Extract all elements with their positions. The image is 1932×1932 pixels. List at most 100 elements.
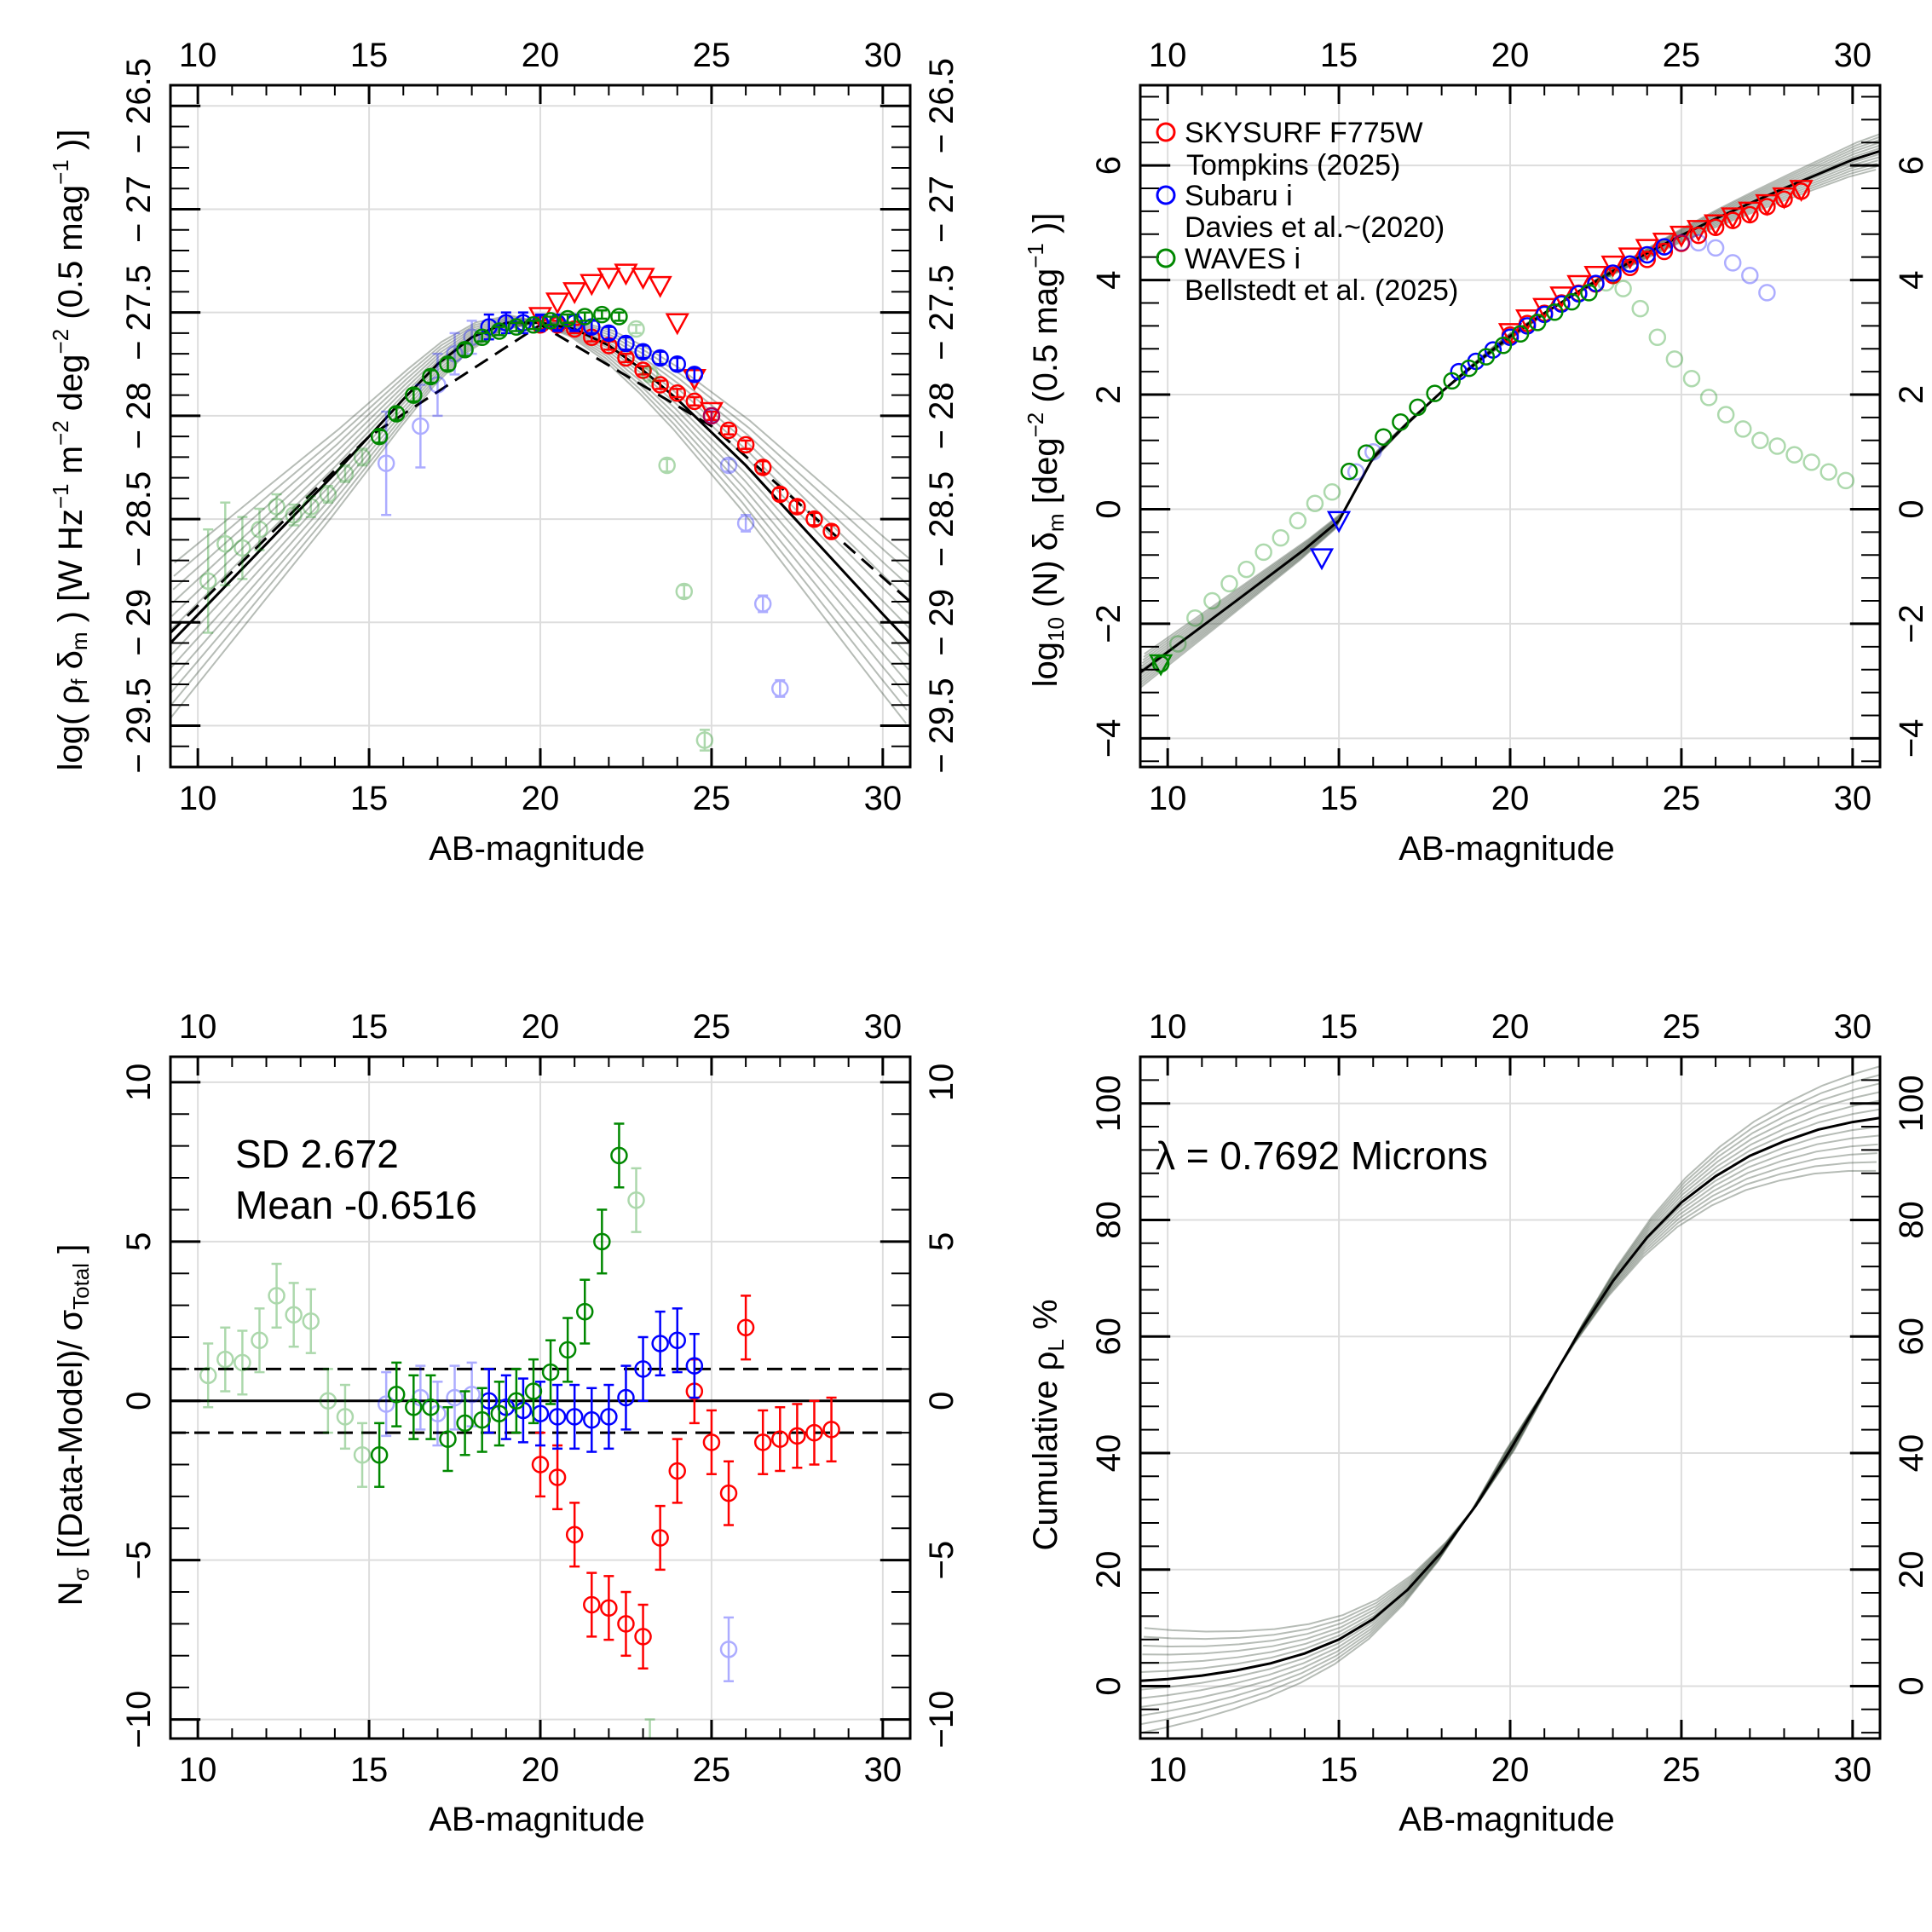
data-point	[736, 435, 755, 454]
data-upper-limit	[631, 268, 655, 291]
triangle-marker	[1669, 225, 1694, 248]
data-upper-limit	[1497, 323, 1523, 346]
data-point	[1716, 406, 1735, 424]
circle-marker	[1477, 348, 1496, 366]
circle-marker	[1443, 372, 1461, 390]
circle-marker	[719, 456, 738, 475]
legend-entry-subaru: Subaru i Davies et al.~(2020)	[1156, 180, 1445, 244]
circle-marker	[285, 1306, 303, 1324]
data-point	[1563, 292, 1581, 311]
x-tick-label: 15	[1320, 1751, 1358, 1789]
x-tick-label: 20	[522, 780, 560, 817]
data-point	[627, 1167, 645, 1233]
data-point	[1168, 635, 1187, 653]
model-ensemble-curve	[1142, 1091, 1880, 1656]
circle-marker	[1638, 251, 1656, 268]
data-point	[1802, 453, 1820, 471]
data-point	[1734, 420, 1752, 438]
x-tick-label: 10	[179, 1751, 217, 1789]
model-ensemble-curve	[1141, 1099, 1880, 1664]
data-upper-limit	[1583, 265, 1608, 288]
triangle-marker	[1566, 274, 1591, 297]
data-point	[473, 1387, 491, 1453]
y-tick-label-right: − 29.5	[923, 678, 960, 773]
circle-marker	[251, 520, 268, 539]
circle-marker	[736, 514, 755, 533]
circle-marker	[234, 539, 251, 557]
circle-marker	[617, 334, 635, 353]
circle-marker	[695, 731, 714, 749]
data-point	[1289, 511, 1307, 530]
data-point	[456, 341, 474, 359]
data-point	[1614, 280, 1632, 297]
data-point	[788, 1403, 806, 1469]
legend-entry-waves: WAVES i Bellstedt et al. (2025)	[1156, 243, 1458, 307]
data-point	[1648, 328, 1667, 347]
triangle-marker	[665, 313, 689, 336]
x-tick-label: 30	[1834, 1751, 1872, 1789]
x-tick-label-top: 15	[350, 37, 389, 74]
data-upper-limit	[1149, 654, 1174, 677]
y-tick-label: − 29.5	[120, 678, 158, 773]
circle-marker	[675, 582, 694, 601]
circle-marker	[610, 1146, 628, 1165]
flux-grid	[170, 85, 910, 767]
x-tick-label: 20	[1491, 1751, 1530, 1789]
data-point	[216, 501, 234, 586]
circle-marker	[1723, 254, 1742, 272]
circle-marker	[600, 1599, 618, 1617]
data-point	[702, 1409, 721, 1475]
circle-marker	[1706, 239, 1725, 257]
residuals-sd-annotation: SD 2.672	[235, 1132, 399, 1176]
data-point	[805, 510, 823, 528]
circle-marker	[1347, 463, 1365, 482]
circle-marker	[422, 367, 440, 386]
circle-marker	[1186, 608, 1204, 627]
circle-marker	[771, 1430, 789, 1448]
data-upper-limit	[562, 282, 587, 305]
model-ensemble-curve	[174, 314, 910, 564]
circle-marker	[736, 435, 755, 454]
data-upper-limit	[1721, 207, 1745, 230]
model-ensemble-curve	[1140, 1143, 1878, 1709]
y-tick-label: − 29	[120, 589, 158, 656]
circle-marker	[593, 1232, 611, 1251]
circle-marker	[524, 1382, 543, 1400]
data-point	[1375, 428, 1393, 447]
data-point	[268, 1262, 285, 1329]
circle-marker	[1655, 238, 1674, 256]
circle-marker	[1460, 359, 1479, 378]
circle-marker	[1511, 325, 1530, 343]
data-point	[1682, 369, 1701, 388]
counts-data-points	[1149, 180, 1855, 677]
circle-marker	[1699, 389, 1718, 407]
y-tick-label-right: 60	[1893, 1318, 1930, 1356]
data-point	[634, 361, 652, 379]
circle-marker	[575, 308, 594, 326]
legend-label-waves: WAVES i	[1185, 243, 1300, 275]
circle-marker	[507, 1392, 526, 1410]
x-tick-label-top: 15	[1320, 37, 1358, 74]
x-tick-label: 30	[864, 780, 903, 817]
data-point	[439, 1405, 457, 1473]
y-tick-label-right: 2	[1893, 385, 1930, 404]
data-point	[1631, 299, 1649, 318]
y-tick-label: 10	[120, 1064, 158, 1102]
x-tick-label-top: 30	[864, 1008, 903, 1046]
data-point	[753, 594, 772, 614]
y-tick-label-right: 0	[1893, 499, 1930, 518]
data-point	[651, 349, 669, 367]
y-tick-label: − 27	[120, 176, 158, 243]
residuals-ylabel: Nσ [(Data-Model)/ σTotal ]	[52, 1244, 94, 1606]
circle-marker	[319, 1392, 337, 1410]
data-point	[490, 322, 509, 340]
data-point	[1672, 234, 1691, 252]
triangle-marker	[1755, 193, 1779, 216]
circle-marker	[377, 1395, 395, 1413]
circle-marker	[1837, 471, 1855, 490]
triangle-marker	[1149, 654, 1174, 677]
data-point	[405, 386, 423, 404]
x-tick-label: 10	[1149, 780, 1187, 817]
model-ensemble-curve	[1140, 1161, 1877, 1726]
y-tick-label: −10	[120, 1691, 158, 1749]
